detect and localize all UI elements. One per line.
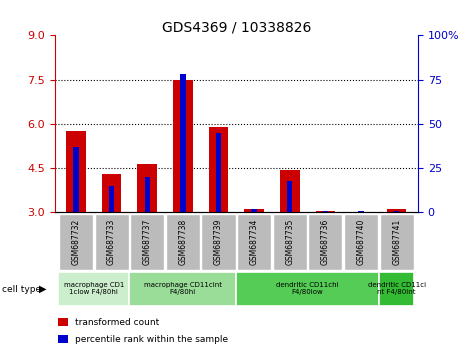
Text: GSM687733: GSM687733 <box>107 218 116 265</box>
FancyBboxPatch shape <box>380 213 414 270</box>
FancyBboxPatch shape <box>237 213 271 270</box>
Bar <box>216 133 221 212</box>
Bar <box>280 170 300 212</box>
Text: transformed count: transformed count <box>75 318 159 327</box>
Text: percentile rank within the sample: percentile rank within the sample <box>75 335 228 344</box>
Bar <box>287 181 293 212</box>
Bar <box>358 211 364 212</box>
Bar <box>387 210 407 212</box>
Text: dendritic CD11chi
F4/80low: dendritic CD11chi F4/80low <box>276 282 339 295</box>
FancyBboxPatch shape <box>201 213 236 270</box>
Text: GSM687736: GSM687736 <box>321 218 330 265</box>
Bar <box>102 174 122 212</box>
Text: GSM687734: GSM687734 <box>250 218 258 265</box>
Text: GSM687741: GSM687741 <box>392 218 401 265</box>
FancyBboxPatch shape <box>95 213 129 270</box>
Text: GSM687735: GSM687735 <box>285 218 294 265</box>
Bar <box>180 74 186 212</box>
Bar <box>209 127 228 212</box>
Bar <box>137 164 157 212</box>
FancyBboxPatch shape <box>273 213 307 270</box>
Bar <box>315 211 335 212</box>
Bar <box>251 209 257 212</box>
Bar <box>144 177 150 212</box>
Text: GSM687738: GSM687738 <box>179 218 187 265</box>
FancyBboxPatch shape <box>379 272 414 306</box>
Text: GSM687740: GSM687740 <box>357 218 365 265</box>
Text: macrophage CD1
1clow F4/80hi: macrophage CD1 1clow F4/80hi <box>64 282 124 295</box>
FancyBboxPatch shape <box>237 272 379 306</box>
Bar <box>109 186 114 212</box>
Text: GSM687739: GSM687739 <box>214 218 223 265</box>
Bar <box>58 335 68 343</box>
Text: macrophage CD11cint
F4/80hi: macrophage CD11cint F4/80hi <box>144 282 222 295</box>
Bar <box>58 318 68 326</box>
FancyBboxPatch shape <box>166 213 200 270</box>
Bar <box>394 211 399 212</box>
Bar <box>66 131 86 212</box>
FancyBboxPatch shape <box>59 213 93 270</box>
FancyBboxPatch shape <box>130 213 164 270</box>
FancyBboxPatch shape <box>129 272 237 306</box>
FancyBboxPatch shape <box>308 213 342 270</box>
Bar <box>73 147 79 212</box>
Title: GDS4369 / 10338826: GDS4369 / 10338826 <box>162 20 311 34</box>
Text: GSM687732: GSM687732 <box>72 218 80 265</box>
Bar <box>244 210 264 212</box>
Text: dendritic CD11ci
nt F4/80int: dendritic CD11ci nt F4/80int <box>368 282 426 295</box>
FancyBboxPatch shape <box>344 213 378 270</box>
Text: cell type: cell type <box>2 285 41 294</box>
Text: ▶: ▶ <box>39 284 47 294</box>
Bar <box>173 80 193 212</box>
Bar <box>323 211 328 212</box>
Text: GSM687737: GSM687737 <box>143 218 152 265</box>
FancyBboxPatch shape <box>58 272 129 306</box>
